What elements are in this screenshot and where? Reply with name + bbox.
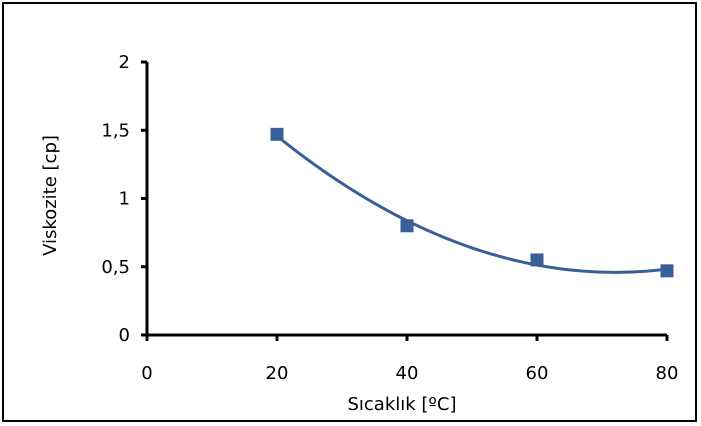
y-axis: 0 0,5 1 1,5 2 [101,52,149,346]
data-point [270,127,284,141]
y-tick-label: 2 [119,52,130,73]
data-point [400,219,414,233]
x-tick-label: 40 [396,363,419,384]
x-axis-title: Sıcaklık [ºC] [347,394,456,415]
x-tick-label: 20 [266,363,289,384]
x-tick-label: 0 [141,363,152,384]
trendline-group [276,134,668,274]
y-tick-label: 0,5 [101,257,130,278]
trendline [276,134,668,274]
y-axis-title: Viskozite [cp] [40,135,61,256]
y-tick-label: 0 [119,325,130,346]
data-point [530,253,544,267]
x-tick-label: 60 [526,363,549,384]
data-point [660,264,674,278]
chart-frame [2,2,697,422]
y-tick-label: 1,5 [101,120,130,141]
y-tick-label: 1 [119,189,130,210]
x-tick-label: 80 [656,363,679,384]
data-points [270,127,674,278]
x-axis: 0 20 40 60 80 [141,333,679,384]
